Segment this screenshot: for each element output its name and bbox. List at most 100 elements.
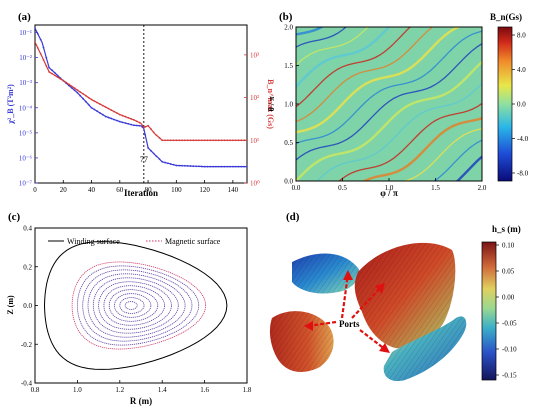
chi2-point bbox=[223, 165, 226, 168]
chi2-point bbox=[209, 165, 212, 168]
chi2-point bbox=[172, 163, 175, 166]
bn-max-point bbox=[200, 139, 203, 142]
chi2-point bbox=[53, 71, 56, 74]
chi2-point bbox=[189, 165, 192, 167]
panel-b-y-tick-label: 1.0 bbox=[284, 101, 293, 109]
chi2-point bbox=[127, 122, 130, 125]
chi2-point bbox=[116, 119, 118, 122]
bn-max-point bbox=[93, 100, 96, 102]
panel-d-colorbar-ticks: 0.10 0.05 0.00 -0.05 -0.10 -0.15 bbox=[496, 242, 517, 380]
panel-b-y-tick-label: 1.5 bbox=[284, 62, 293, 70]
panel-b: (b) 0.0 0.5 1.0 1.5 2.0 0.0 0.5 1.0 1.5 2.0 φ / … bbox=[267, 11, 529, 198]
port-arrowhead-left bbox=[304, 321, 313, 331]
panel-b-x-ticks: 0.0 0.5 1.0 1.5 2.0 bbox=[292, 178, 487, 192]
panel-c-legend: Winding surface Magnetic surface bbox=[48, 237, 221, 246]
bn-max-point bbox=[141, 124, 144, 127]
bn-max-point bbox=[45, 65, 48, 67]
heatmap-band bbox=[296, 27, 391, 88]
chi2-point bbox=[135, 124, 138, 127]
bn-max-point bbox=[144, 126, 147, 128]
panel-a-y-tick-label: 10⁻⁵ bbox=[19, 129, 33, 137]
bn-max-point bbox=[209, 139, 212, 142]
bn-max-point bbox=[51, 72, 53, 75]
bn-max-point bbox=[215, 139, 217, 142]
bn-max-series-points bbox=[35, 41, 247, 142]
magnetic-surface-contour bbox=[71, 261, 207, 350]
panel-b-colorbar-tick-label: 4.0 bbox=[517, 66, 526, 74]
magnetic-surface-contour bbox=[108, 289, 159, 322]
bn-max-point bbox=[232, 139, 234, 142]
bn-max-point bbox=[65, 81, 67, 84]
panel-b-colorbar-ticks: 8.0 4.0 0.0 -4.0 -8.0 bbox=[512, 32, 529, 178]
panel-d-label: (d) bbox=[286, 211, 300, 223]
heatmap-band bbox=[338, 102, 482, 181]
chi2-point bbox=[164, 161, 166, 164]
bn-max-point bbox=[113, 110, 115, 113]
winding-patch-lower-right-texture bbox=[383, 316, 467, 382]
bn-max-point bbox=[121, 114, 124, 117]
chi2-point bbox=[133, 124, 135, 127]
chi2-point bbox=[99, 112, 101, 114]
panel-c-x-tick-label: 1.4 bbox=[158, 386, 167, 394]
panel-c-y-tick-label: -0.2 bbox=[21, 341, 33, 349]
panel-c-x-tick-label: 1.0 bbox=[73, 386, 82, 394]
chi2-point bbox=[79, 94, 82, 97]
panel-c-x-axis-label: R (m) bbox=[130, 396, 152, 406]
chi2-point bbox=[104, 115, 107, 118]
bn-max-point bbox=[39, 53, 42, 55]
heatmap-band bbox=[296, 27, 412, 108]
chi2-point bbox=[76, 91, 79, 94]
chi2-point bbox=[243, 165, 246, 168]
bn-max-point bbox=[203, 139, 206, 142]
bn-max-point bbox=[127, 116, 130, 119]
bn-max-point bbox=[79, 91, 82, 93]
panel-d-colorbar-tick-label: -0.05 bbox=[502, 320, 517, 328]
heatmap-band bbox=[296, 27, 369, 66]
panel-c-label: (c) bbox=[8, 211, 21, 223]
heatmap-band bbox=[296, 30, 482, 145]
chi2-point bbox=[150, 149, 152, 152]
bn-max-point bbox=[99, 103, 101, 105]
panel-b-colorbar bbox=[497, 26, 513, 182]
port-arrowhead-up bbox=[343, 270, 353, 280]
heatmap-band bbox=[296, 60, 482, 181]
chi2-point bbox=[87, 103, 90, 106]
panel-a-y2-tick-label: 10³ bbox=[250, 51, 259, 59]
bn-max-point bbox=[192, 139, 195, 142]
chi2-point bbox=[232, 165, 234, 168]
chi2-point bbox=[85, 100, 87, 103]
panel-c-y-tick-label: 0.4 bbox=[23, 225, 32, 233]
panel-a-x-tick-label: 100 bbox=[171, 186, 182, 194]
chi2-point bbox=[36, 33, 39, 35]
chi2-point bbox=[45, 56, 48, 59]
bn-max-point bbox=[158, 136, 161, 139]
bn-max-point bbox=[206, 139, 209, 142]
heatmap-band bbox=[316, 82, 482, 181]
winding-patch-upper-left-texture bbox=[292, 253, 360, 294]
bn-max-point bbox=[169, 139, 172, 142]
bn-max-point bbox=[76, 89, 79, 91]
bn-max-point bbox=[220, 139, 223, 142]
chi2-point bbox=[93, 108, 96, 111]
chi2-point bbox=[90, 106, 93, 109]
port-arrow-upright bbox=[351, 285, 383, 319]
magnetic-surface-contour bbox=[124, 301, 138, 310]
panel-c-x-tick-label: 0.8 bbox=[31, 386, 40, 394]
heatmap-band bbox=[433, 139, 482, 181]
panel-a-y-tick-label: 10⁻⁷ bbox=[19, 180, 33, 188]
heatmap-field bbox=[296, 27, 482, 181]
panel-a-x-ticks: 0 20 40 60 80 100 120 140 bbox=[33, 180, 239, 194]
panel-d-colorbar-tick-label: 0.10 bbox=[502, 242, 515, 250]
chi2-point bbox=[178, 164, 181, 167]
panel-a-x-tick-label: 60 bbox=[116, 186, 124, 194]
chi2-point bbox=[121, 121, 124, 124]
bn-max-point bbox=[110, 109, 113, 111]
panel-a-y2-tick-label: 10⁰ bbox=[250, 180, 260, 188]
panel-b-label: (b) bbox=[279, 11, 293, 23]
panel-a-y2-tick-label: 10¹ bbox=[250, 137, 259, 145]
panel-a-label: (a) bbox=[18, 11, 31, 23]
chi2-point bbox=[220, 165, 223, 168]
chi2-point bbox=[217, 165, 220, 168]
panel-d-colorbar-tick-label: 0.00 bbox=[502, 294, 515, 302]
